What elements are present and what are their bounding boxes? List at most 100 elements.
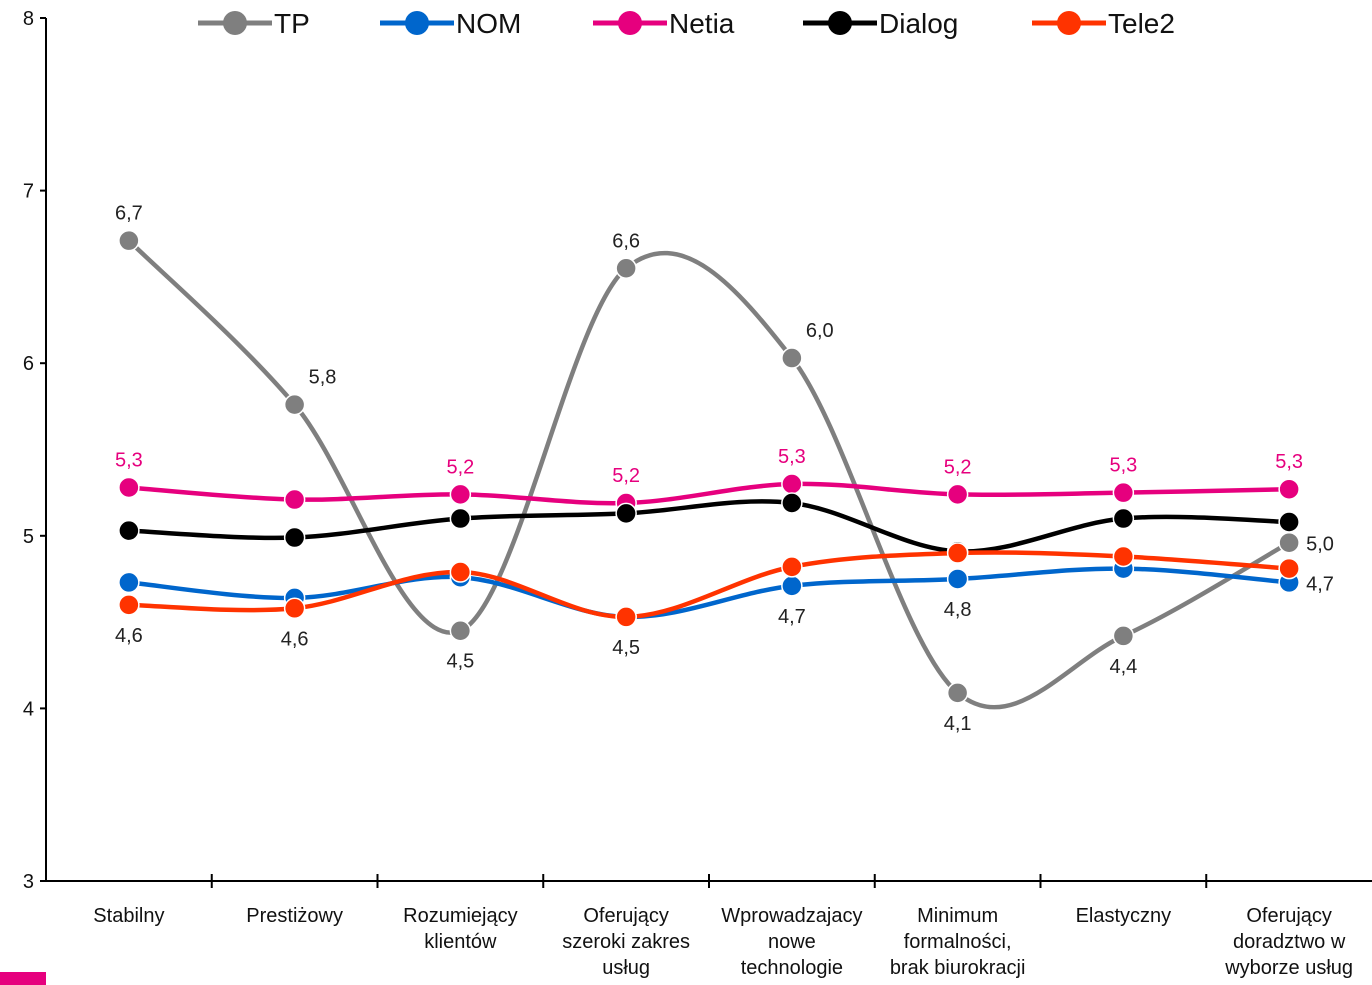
y-tick-label: 4 <box>23 698 34 720</box>
x-category-label-line: doradztwo w <box>1233 931 1346 953</box>
x-category-label-line: usług <box>602 957 650 979</box>
series-line-tele2 <box>126 550 1292 620</box>
legend-label-dialog: Dialog <box>879 8 958 39</box>
y-tick-label: 8 <box>23 8 34 30</box>
data-point-tele2 <box>1278 557 1300 580</box>
data-point-tele2 <box>449 561 472 583</box>
legend-marker-dialog <box>828 11 852 35</box>
series-line-nom <box>126 566 1292 620</box>
series-line-netia <box>126 481 1292 506</box>
data-label-nom: 4,7 <box>1306 573 1334 595</box>
series-line-tp <box>126 238 1292 710</box>
legend-label-nom: NOM <box>456 8 521 39</box>
data-label-tp: 4,5 <box>446 651 474 673</box>
data-point-tele2 <box>781 556 803 578</box>
x-category-label: Stabilny <box>93 905 164 927</box>
data-point-tele2 <box>118 594 140 616</box>
x-category-label-line: Minimum <box>917 905 998 927</box>
data-point-netia <box>1278 478 1300 500</box>
x-category-label-line: formalności, <box>904 931 1012 953</box>
data-label-netia: 5,3 <box>1275 451 1303 473</box>
data-point-netia <box>283 488 306 511</box>
x-category-label: Minimum formalności, brak biurokracji <box>890 905 1026 979</box>
x-category-label: Elastyczny <box>1076 905 1172 927</box>
y-tick-label: 5 <box>23 526 34 548</box>
data-point-dialog <box>781 492 803 514</box>
data-label-tele2: 4,5 <box>612 637 640 659</box>
x-category-label-line: technologie <box>741 957 843 979</box>
data-point-dialog <box>118 519 140 542</box>
x-category-label: Rozumiejący klientów <box>403 905 517 953</box>
series-markers <box>118 229 1300 704</box>
data-label-netia: 5,3 <box>115 449 143 471</box>
data-point-dialog <box>449 507 472 530</box>
y-tick-label: 6 <box>23 353 34 375</box>
x-category-label: Wprowadzajacy nowe technologie <box>721 905 862 979</box>
data-point-tp <box>946 682 969 704</box>
data-point-netia <box>118 476 140 499</box>
x-category-label-line: brak biurokracji <box>890 957 1026 979</box>
data-label-tp: 6,6 <box>612 230 640 252</box>
legend-label-netia: Netia <box>669 8 735 39</box>
y-tick-label: 7 <box>23 181 34 203</box>
legend-label-tele2: Tele2 <box>1108 8 1175 39</box>
data-labels: 6,7 5,8 4,5 6,6 6,0 4,1 4,4 5,0 4,7 4,8 4,7 5,3 5,2 5… <box>115 203 1334 735</box>
data-point-netia <box>946 483 969 506</box>
chart-axes: 3 4 5 6 7 8 Stabilny Prestiżowy Rozumiejący klien… <box>23 8 1372 979</box>
data-point-nom <box>946 568 969 590</box>
series-line-dialog <box>126 499 1292 554</box>
data-point-tp <box>283 393 306 416</box>
data-point-tele2 <box>1112 545 1135 568</box>
legend-marker-netia <box>618 11 642 35</box>
x-category-label: Oferujący szeroki zakres usług <box>562 905 690 979</box>
x-category-label-line: Elastyczny <box>1076 905 1172 927</box>
x-category-label-line: nowe <box>768 931 816 953</box>
data-point-tele2 <box>615 606 637 628</box>
data-point-tp <box>1278 531 1300 554</box>
x-category-label-line: klientów <box>424 931 497 953</box>
data-label-tele2: 4,6 <box>115 625 143 647</box>
legend-marker-tp <box>223 11 247 35</box>
data-point-dialog <box>1278 511 1300 533</box>
data-point-nom <box>118 571 140 594</box>
data-label-netia: 5,3 <box>1109 455 1137 477</box>
x-category-label-line: Rozumiejący <box>403 905 517 927</box>
data-point-netia <box>1112 481 1135 504</box>
legend-marker-tele2 <box>1057 11 1081 35</box>
data-label-netia: 5,2 <box>446 456 474 478</box>
data-point-tp <box>1112 625 1135 647</box>
chart-legend: TP NOM Netia Dialog Tele2 <box>198 8 1175 39</box>
data-point-tele2 <box>283 597 306 620</box>
data-label-nom: 4,7 <box>778 606 806 628</box>
data-label-netia: 5,2 <box>944 456 972 478</box>
x-category-label: Oferujący doradztwo w wyborze usług <box>1224 905 1353 979</box>
x-category-label-line: Wprowadzajacy <box>721 905 862 927</box>
x-category-label-line: szeroki zakres <box>562 931 690 953</box>
data-label-nom: 4,8 <box>944 599 972 621</box>
data-label-tp: 5,0 <box>1306 534 1334 556</box>
data-point-tp <box>615 257 637 280</box>
data-point-dialog <box>615 502 637 525</box>
data-point-nom <box>781 575 803 597</box>
data-label-tp: 6,7 <box>115 203 143 225</box>
x-category-label-line: Oferujący <box>1246 905 1332 927</box>
x-category-label: Prestiżowy <box>246 905 343 927</box>
data-label-netia: 5,3 <box>778 446 806 468</box>
data-label-tp: 4,4 <box>1109 656 1137 678</box>
data-label-tp: 5,8 <box>309 367 337 389</box>
logo-fragment <box>0 972 46 985</box>
data-point-netia <box>781 473 803 495</box>
data-label-tp: 4,1 <box>944 713 972 735</box>
data-point-tele2 <box>946 542 969 564</box>
data-label-netia: 5,2 <box>612 465 640 487</box>
x-category-label-line: Oferujący <box>583 905 669 927</box>
x-category-label-line: wyborze usług <box>1224 957 1353 979</box>
series-lines <box>126 238 1292 710</box>
data-point-tp <box>781 347 803 369</box>
data-point-dialog <box>1112 507 1135 530</box>
x-category-label-line: Stabilny <box>93 905 164 927</box>
data-label-tp: 6,0 <box>806 320 834 342</box>
y-tick-label: 3 <box>23 871 34 893</box>
data-point-dialog <box>283 526 306 549</box>
